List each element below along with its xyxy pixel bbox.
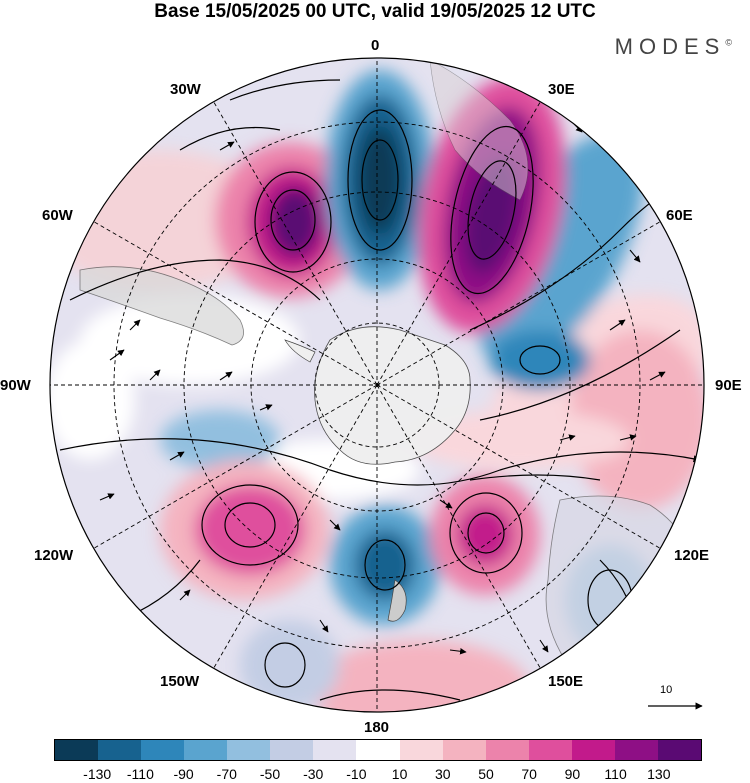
- lon-label-0: 0: [371, 37, 380, 54]
- colorbar-tick-label: 130: [647, 766, 671, 782]
- lon-label-60w: 60W: [42, 207, 73, 224]
- colorbar-swatch: [399, 740, 443, 760]
- lon-label-90e: 90E: [715, 377, 742, 394]
- colorbar-swatch: [356, 740, 400, 760]
- wind-streamlines: [59, 79, 701, 701]
- colorbar-swatch: [227, 740, 271, 760]
- colorbar-swatch: [98, 740, 142, 760]
- colorbar-tick-label: 10: [391, 766, 408, 782]
- colorbar-tick-label: 50: [478, 766, 494, 782]
- lon-label-30w: 30W: [170, 81, 201, 98]
- chart-title: Base 15/05/2025 00 UTC, valid 19/05/2025…: [154, 1, 596, 22]
- colorbar-swatch: [270, 740, 314, 760]
- colorbar-swatch: [528, 740, 572, 760]
- lon-label-120e: 120E: [674, 547, 710, 564]
- colorbar-tick-label: 30: [435, 766, 451, 782]
- colorbar-swatch: [614, 740, 658, 760]
- colorbar-tick-label: -130: [83, 766, 112, 782]
- colorbar-swatch: [141, 740, 185, 760]
- colorbar-tick-label: -110: [126, 766, 154, 782]
- colorbar: [54, 739, 702, 761]
- colorbar-swatch: [442, 740, 486, 760]
- colorbar-tick-label: -90: [173, 766, 194, 782]
- colorbar-tick-label: 110: [604, 766, 627, 782]
- map-boundary: [49, 57, 705, 713]
- colorbar-swatch: [485, 740, 529, 760]
- colorbar-swatch: [184, 740, 228, 760]
- lon-label-60e: 60E: [666, 207, 693, 224]
- colorbar-tick-label: -50: [259, 766, 281, 782]
- lon-label-180: 180: [364, 719, 390, 736]
- colorbar-swatch: [313, 740, 357, 760]
- anomaly-field: [50, 58, 704, 712]
- colorbar-tick-label: -30: [303, 766, 324, 782]
- lon-label-150w: 150W: [160, 673, 200, 690]
- graticule: [50, 58, 704, 712]
- colorbar-swatch: [55, 740, 99, 760]
- colorbar-tick-label: 90: [564, 766, 581, 782]
- colorbar-tick-label: -70: [216, 766, 237, 782]
- reference-vector-label: 10: [660, 684, 673, 696]
- lon-label-120w: 120W: [34, 547, 74, 564]
- colorbar-tick-label: -10: [346, 766, 367, 782]
- colorbar-tick-label: 70: [521, 766, 537, 782]
- lon-label-30e: 30E: [548, 81, 575, 98]
- modes-logo: MODES©: [614, 34, 732, 59]
- colorbar-swatch: [571, 740, 615, 760]
- lon-label-150e: 150E: [548, 673, 584, 690]
- colorbar-swatch: [657, 740, 701, 760]
- lon-label-90w: 90W: [0, 377, 31, 394]
